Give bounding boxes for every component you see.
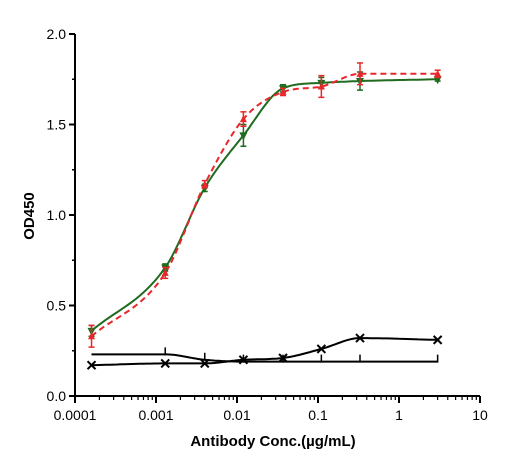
x-tick-label: 10 [472,407,488,423]
series-1-point [279,87,287,95]
y-tick-label: 0.5 [47,298,67,314]
series-2-point [355,333,365,343]
series-1-point [356,69,364,77]
data-points [86,62,443,370]
x-tick-label: 0.1 [308,407,328,423]
series-0-point [239,132,248,141]
series-1-point [161,268,169,276]
y-tick-label: 2.0 [47,26,67,42]
series-1-point [317,82,325,90]
y-axis-title: OD450 [21,192,38,240]
y-tick-label: 1.0 [47,207,67,223]
series-2-point [160,358,170,369]
fitted-curves [90,72,438,367]
y-tick-label: 0.0 [47,388,67,404]
series-1-curve [90,72,438,338]
series-0-point [433,76,442,85]
series-1-point [201,180,209,188]
x-axis-title: Antibody Conc.(µg/mL) [190,433,355,450]
axes: 0.0 0.5 1.0 1.5 2.0 0.0001 0.001 0.01 0.1 1 10 [47,26,488,423]
x-tick-label: 0.001 [138,407,173,423]
series-2-point [432,335,443,345]
x-tick-label: 0.0001 [54,407,97,423]
series-2-point [200,358,210,369]
y-tick-label: 1.5 [47,117,67,133]
x-tick-label: 0.01 [223,407,250,423]
series-3-curve [91,353,438,363]
series-1-point [88,332,96,340]
series-0-curve [90,78,438,332]
series-2-point [86,360,97,370]
series-1-point [239,115,247,123]
series-1-point [434,69,442,77]
series-2-point [316,344,327,354]
series-2-curve [91,337,438,367]
x-tick-label: 1 [395,407,403,423]
